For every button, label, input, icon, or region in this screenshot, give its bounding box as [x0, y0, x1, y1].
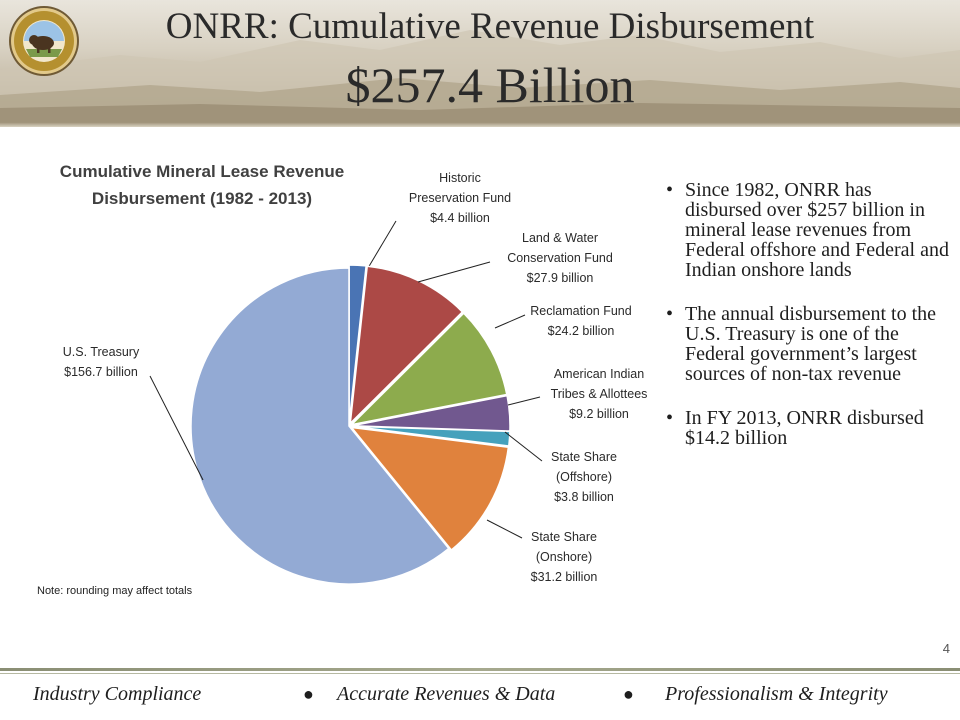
bullet-dot-icon: • — [666, 407, 674, 429]
pie-slice — [349, 426, 510, 552]
leader-line — [504, 431, 543, 462]
pie-slice — [348, 264, 367, 424]
mountain-background — [0, 30, 960, 127]
leader-line — [494, 314, 526, 329]
header-band — [0, 122, 960, 127]
leader-line — [486, 519, 523, 539]
page-number: 4 — [942, 641, 950, 656]
footer-divider — [0, 668, 960, 671]
bullet-dot-icon: • — [666, 303, 674, 325]
footer-divider-thin — [0, 673, 960, 674]
pie-slice — [190, 267, 450, 585]
chart-title-line2: Disbursement (1982 - 2013) — [91, 189, 313, 208]
slice-label: Historic Preservation Fund $4.4 billion — [409, 171, 511, 225]
leader-line — [367, 220, 397, 269]
bullet-item: • The annual disbursement to the U.S. Tre… — [664, 304, 949, 384]
slice-label: American Indian Tribes & Allottees $9.2 bi… — [551, 367, 648, 421]
chart-note: Note: rounding may affect totals — [37, 585, 193, 597]
page-title: ONRR: Cumulative Revenue Disbursement — [165, 6, 815, 47]
bullet-text: The annual disbursement to the U.S. Trea… — [685, 303, 937, 385]
footer-item-professionalism: Professionalism & Integrity — [665, 683, 888, 705]
slice-label: State Share (Onshore) $31.2 billion — [531, 530, 598, 584]
slice-label: Land & Water Conservation Fund $27.9 billi… — [507, 231, 613, 285]
header-banner: ONRR: Cumulative Revenue Disbursement $2… — [0, 0, 960, 127]
chart-title-line1: Cumulative Mineral Lease Revenue — [59, 162, 345, 181]
footer-dot-icon: ● — [303, 684, 314, 704]
slice-label: Reclamation Fund $24.2 billion — [530, 304, 631, 338]
bullet-item: • In FY 2013, ONRR disbursed $14.2 billio… — [664, 408, 949, 448]
slice-label: State Share (Offshore) $3.8 billion — [551, 450, 617, 504]
pie-chart: Historic Preservation Fund $4.4 billion Lan… — [63, 171, 648, 585]
bullet-dot-icon: • — [666, 179, 674, 201]
bullet-text: In FY 2013, ONRR disbursed $14.2 billion — [685, 407, 924, 449]
page-subtitle-total: $257.4 Billion — [345, 57, 635, 113]
leader-line — [417, 261, 491, 283]
bullet-item: • Since 1982, ONRR has disbursed over $25… — [664, 180, 949, 280]
leader-line — [507, 396, 541, 406]
pie-slice — [349, 312, 508, 426]
footer-item-compliance: Industry Compliance — [33, 683, 202, 705]
pie-slice — [349, 265, 464, 426]
footer-dot-icon: ● — [623, 684, 634, 704]
leader-line — [149, 375, 204, 481]
pie-slice — [351, 425, 511, 447]
footer: Industry Compliance ● Accurate Revenues … — [0, 683, 960, 713]
doi-seal-icon — [9, 6, 79, 76]
bullet-list: • Since 1982, ONRR has disbursed over $25… — [664, 180, 949, 472]
slice-label: U.S. Treasury $156.7 billion — [63, 345, 140, 379]
chart-title: Cumulative Mineral Lease Revenue Disburs… — [22, 158, 382, 212]
bullet-text: Since 1982, ONRR has disbursed over $257… — [685, 179, 949, 281]
footer-item-revenues: Accurate Revenues & Data — [337, 683, 556, 705]
